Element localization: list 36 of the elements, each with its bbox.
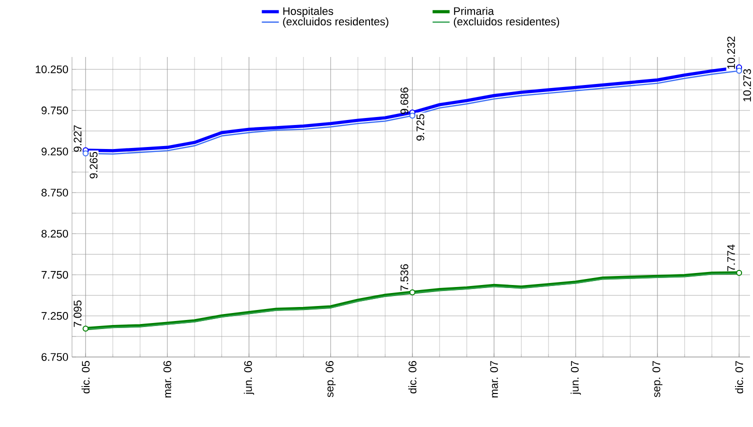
point	[409, 112, 416, 119]
point	[82, 150, 89, 156]
x-tick-label: jun. 06	[244, 361, 254, 395]
data-label: 7.774	[727, 244, 735, 272]
y-tick-label: 7.750	[42, 270, 68, 279]
y-tick-label: 8.750	[42, 188, 68, 196]
y-tick-label: 7.250	[42, 312, 68, 320]
point	[736, 68, 742, 74]
y-tick-label: 10.250	[36, 65, 68, 74]
legend-label: (excluidos residentes)	[454, 17, 560, 28]
x-tick-label: dic. 05	[82, 361, 90, 394]
x-tick-label: mar. 06	[163, 361, 172, 398]
x-tick-label: jun. 07	[570, 361, 581, 395]
point	[82, 326, 89, 332]
data-label: 10.273	[743, 69, 751, 102]
data-label: 9.227	[74, 125, 82, 152]
data-label: 9.265	[90, 152, 98, 178]
data-label: 9.725	[416, 114, 424, 141]
y-tick-label: 9.250	[42, 148, 68, 156]
y-tick-label: 8.250	[42, 230, 68, 238]
point	[409, 289, 416, 296]
x-tick-label: sep. 06	[326, 361, 336, 398]
data-label: 9.686	[400, 88, 408, 114]
legend-label: Hospitales	[283, 6, 334, 18]
data-label: 7.095	[74, 300, 82, 327]
legend-label: Primaria	[454, 6, 494, 16]
x-tick-label: dic. 06	[408, 361, 416, 394]
x-tick-label: mar. 07	[490, 361, 498, 398]
x-tick-label: sep. 07	[652, 361, 662, 398]
x-tick-label: dic. 07	[735, 361, 744, 394]
y-tick-label: 6.750	[42, 353, 68, 361]
point	[736, 270, 742, 276]
y-tick-label: 9.750	[42, 106, 68, 114]
legend-label: (excluidos residentes)	[283, 17, 388, 28]
data-label: 10.232	[727, 36, 735, 69]
data-label: 7.536	[400, 264, 408, 291]
